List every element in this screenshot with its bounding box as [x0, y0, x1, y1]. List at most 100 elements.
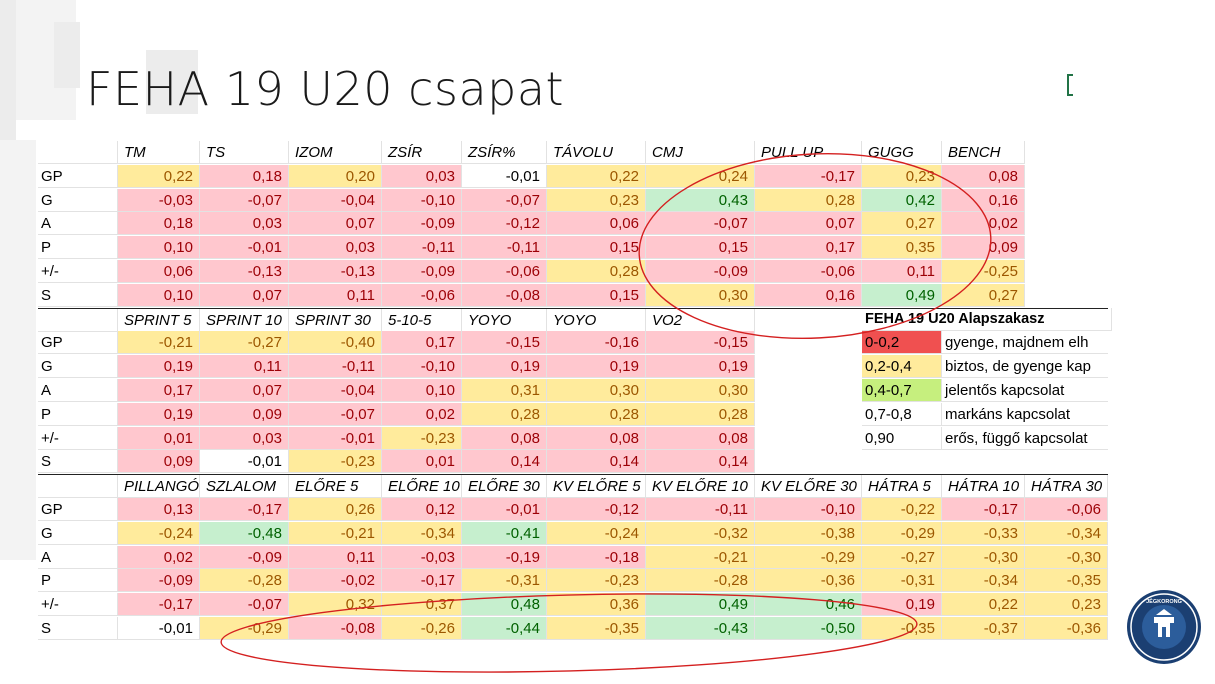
correlation-cell: -0,17: [200, 498, 289, 521]
row-label: P: [38, 569, 118, 593]
legend-description: gyenge, majdnem elh: [942, 331, 1108, 355]
correlation-cell: -0,35: [862, 617, 942, 640]
correlation-cell: 0,20: [289, 164, 382, 188]
row-label: GP: [38, 164, 118, 188]
correlation-cell: -0,18: [547, 545, 646, 569]
column-header: YOYO: [547, 308, 646, 332]
sheet-row: +/- 0,01 0,03 -0,01 -0,23 0,08 0,08 0,08: [38, 426, 1108, 450]
correlation-cell: 0,22: [118, 164, 200, 188]
correlation-cell: 0,31: [462, 379, 547, 402]
correlation-cell: 0,28: [462, 402, 547, 426]
correlation-cell: -0,08: [289, 617, 382, 640]
correlation-cell: -0,07: [289, 402, 382, 426]
background-shape: [146, 50, 198, 114]
correlation-cell: -0,01: [200, 236, 289, 260]
row-label: G: [38, 188, 118, 212]
correlation-cell: -0,06: [755, 260, 862, 283]
correlation-cell: -0,09: [118, 569, 200, 593]
correlation-cell: 0,08: [462, 426, 547, 450]
correlation-cell: 0,17: [118, 379, 200, 402]
correlation-cell: -0,28: [200, 569, 289, 593]
row-label: S: [38, 283, 118, 307]
correlation-cell: -0,33: [942, 521, 1025, 545]
column-header: TS: [200, 141, 289, 164]
correlation-cell: -0,25: [942, 260, 1025, 283]
correlation-cell: 0,35: [862, 236, 942, 260]
correlation-cell: -0,26: [382, 617, 462, 640]
sheet-row: P -0,09 -0,28 -0,02 -0,17 -0,31 -0,23 -0,28 -0,3…: [38, 569, 1108, 593]
correlation-cell: -0,44: [462, 617, 547, 640]
sheet-row: GP 0,22 0,18 0,20 0,03 -0,01 0,22 0,24 -0,17 0,23…: [38, 164, 1108, 188]
correlation-cell: -0,01: [289, 426, 382, 450]
correlation-cell: 0,09: [118, 450, 200, 474]
correlation-cell: -0,17: [382, 569, 462, 593]
correlation-cell: -0,41: [462, 521, 547, 545]
correlation-cell: -0,29: [862, 521, 942, 545]
row-label: S: [38, 617, 118, 640]
correlation-cell: 0,02: [118, 545, 200, 569]
correlation-cell: 0,03: [289, 236, 382, 260]
correlation-cell: 0,11: [200, 355, 289, 379]
correlation-cell: 0,08: [547, 426, 646, 450]
correlation-cell: -0,10: [382, 188, 462, 212]
correlation-cell: 0,15: [547, 236, 646, 260]
correlation-cell: 0,30: [646, 283, 755, 307]
column-header: PILLANGÓ: [118, 475, 200, 499]
correlation-cell: 0,08: [646, 426, 755, 450]
correlation-cell: 0,18: [118, 212, 200, 236]
correlation-cell: 0,12: [382, 498, 462, 521]
correlation-cell: 0,07: [200, 283, 289, 307]
background-shape: [0, 140, 36, 560]
correlation-cell: 0,36: [547, 593, 646, 617]
legend-range: 0,2-0,4: [862, 355, 942, 379]
header-corner-cell: [38, 308, 118, 332]
row-label: A: [38, 545, 118, 569]
column-header: PULL UP: [755, 141, 862, 164]
correlation-cell: -0,36: [1025, 617, 1108, 640]
correlation-cell: -0,32: [646, 521, 755, 545]
logo: JÉGKORONG: [1127, 590, 1201, 664]
correlation-cell: -0,03: [118, 188, 200, 212]
correlation-cell: 0,14: [547, 450, 646, 474]
correlation-cell: 0,10: [382, 379, 462, 402]
correlation-cell: -0,12: [462, 212, 547, 236]
header-corner-cell: [38, 475, 118, 499]
row-label: G: [38, 355, 118, 379]
correlation-cell: -0,29: [755, 545, 862, 569]
correlation-cell: -0,13: [200, 260, 289, 283]
correlation-cell: 0,16: [942, 188, 1025, 212]
correlation-cell: -0,34: [382, 521, 462, 545]
correlation-spreadsheet: TM TS IZOM ZSÍR ZSÍR% TÁVOLU CMJ PULL UP GUGG BEN…: [38, 141, 1112, 657]
correlation-cell: -0,36: [755, 569, 862, 593]
correlation-cell: -0,07: [646, 212, 755, 236]
column-header: YOYO: [462, 308, 547, 332]
correlation-cell: -0,43: [646, 617, 755, 640]
column-header: 5-10-5: [382, 308, 462, 332]
legend-range: 0,90: [862, 426, 942, 450]
correlation-cell: -0,09: [382, 260, 462, 283]
sheet-row: S -0,01 -0,29 -0,08 -0,26 -0,44 -0,35 -0,43 -0,5…: [38, 617, 1108, 640]
correlation-cell: -0,09: [200, 545, 289, 569]
correlation-cell: -0,15: [646, 331, 755, 355]
column-header: GUGG: [862, 141, 942, 164]
correlation-cell: 0,11: [289, 283, 382, 307]
correlation-cell: -0,12: [547, 498, 646, 521]
sheet-row: P 0,19 0,09 -0,07 0,02 0,28 0,28 0,28: [38, 402, 1108, 426]
correlation-cell: -0,48: [200, 521, 289, 545]
correlation-cell: 0,14: [646, 450, 755, 474]
correlation-cell: 0,11: [289, 545, 382, 569]
legend-description: jelentős kapcsolat: [942, 379, 1108, 402]
correlation-cell: 0,27: [862, 212, 942, 236]
column-header: HÁTRA 10: [942, 475, 1025, 499]
correlation-cell: -0,28: [646, 569, 755, 593]
correlation-cell: 0,09: [942, 236, 1025, 260]
correlation-cell: 0,42: [862, 188, 942, 212]
correlation-cell: -0,24: [118, 521, 200, 545]
correlation-cell: 0,15: [646, 236, 755, 260]
correlation-cell: 0,30: [646, 379, 755, 402]
correlation-cell: -0,23: [547, 569, 646, 593]
column-header: ZSÍR%: [462, 141, 547, 164]
correlation-cell: -0,06: [462, 260, 547, 283]
header-corner-cell: [38, 141, 118, 164]
column-header: IZOM: [289, 141, 382, 164]
